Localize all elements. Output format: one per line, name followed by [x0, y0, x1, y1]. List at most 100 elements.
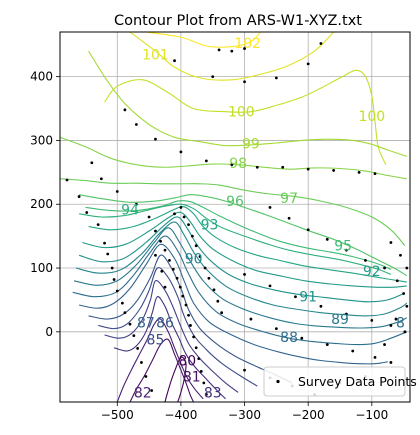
contour-line-95	[85, 200, 392, 270]
survey-point	[394, 317, 398, 321]
contour-label: 95	[334, 239, 352, 255]
contour-line-100	[104, 69, 387, 165]
survey-point	[281, 165, 285, 169]
contour-label: 81	[183, 369, 201, 385]
contour-line-96	[79, 194, 408, 277]
survey-point	[197, 357, 201, 361]
survey-point	[163, 285, 167, 289]
survey-point	[249, 317, 253, 321]
contour-label: 98	[229, 156, 247, 172]
contour-label: 94	[121, 202, 139, 218]
contour-lines	[60, 32, 408, 402]
survey-point	[173, 212, 176, 216]
survey-point	[150, 389, 154, 392]
survey-point	[403, 330, 407, 334]
survey-point	[136, 347, 140, 350]
contour-label: 100	[358, 109, 385, 125]
survey-point	[306, 62, 310, 66]
survey-point	[212, 288, 216, 292]
survey-point	[243, 47, 246, 50]
contour-label: 82	[134, 385, 152, 401]
axis-ticks: −500 −400 −300 −200 −100 0 100 200 300 400	[30, 70, 388, 422]
survey-point	[178, 285, 182, 289]
survey-point	[159, 239, 162, 243]
survey-point	[85, 211, 89, 214]
survey-point	[128, 322, 132, 326]
y-tick-label: 200	[30, 197, 53, 211]
contour-line-85	[98, 267, 258, 387]
survey-point	[395, 279, 399, 283]
contour-line-87	[78, 243, 388, 365]
x-tick-label: −400	[164, 408, 197, 422]
contour-line-97	[60, 178, 406, 247]
survey-point	[160, 269, 164, 273]
x-tick-label: −200	[292, 408, 325, 422]
contour-label: 88	[280, 330, 298, 346]
survey-point	[255, 165, 259, 169]
survey-point	[268, 206, 272, 209]
survey-point	[306, 228, 310, 232]
contour-label: 97	[280, 191, 298, 207]
contour-line-94	[79, 203, 392, 275]
contour-label: 86	[156, 315, 174, 331]
contour-label: 92	[363, 264, 381, 280]
contour-label: 93	[201, 218, 219, 234]
contour-line-93	[88, 206, 407, 283]
contour-label: 83	[204, 385, 222, 401]
survey-point	[189, 324, 192, 327]
survey-point	[383, 266, 386, 270]
contour-label: 102	[234, 36, 261, 52]
survey-point	[154, 137, 157, 141]
legend-label: Survey Data Points	[298, 374, 417, 389]
survey-point	[383, 343, 386, 346]
survey-point	[140, 361, 143, 364]
survey-point	[230, 49, 234, 53]
survey-point	[168, 258, 171, 262]
survey-point	[77, 195, 81, 198]
survey-point	[147, 215, 151, 219]
survey-point	[106, 252, 110, 256]
survey-point	[179, 150, 183, 154]
survey-point	[204, 159, 208, 163]
survey-point	[399, 253, 402, 257]
survey-point	[319, 42, 323, 45]
contour-line-80	[164, 356, 187, 402]
survey-point	[112, 278, 116, 281]
y-tick-label: 0	[45, 325, 53, 339]
contour-label: 85	[147, 332, 165, 348]
survey-point	[325, 343, 329, 346]
contour-line-88	[72, 235, 408, 346]
survey-point	[243, 368, 246, 372]
survey-point	[120, 301, 124, 305]
x-tick-label: −500	[101, 408, 134, 422]
survey-point	[243, 273, 246, 276]
x-tick-label: −100	[355, 408, 388, 422]
survey-point	[198, 255, 202, 258]
survey-point	[123, 311, 127, 315]
gridlines	[60, 32, 410, 402]
contour-line-91	[78, 216, 404, 303]
legend-marker	[276, 379, 280, 384]
survey-point	[123, 108, 127, 112]
survey-point	[154, 253, 157, 257]
survey-point	[373, 172, 377, 176]
survey-point	[179, 206, 183, 209]
survey-point	[192, 335, 196, 339]
survey-point	[115, 289, 119, 293]
survey-point	[389, 324, 393, 327]
chart-title: Contour Plot from ARS-W1-XYZ.txt	[114, 13, 362, 29]
contour-label: 87	[137, 315, 155, 331]
contour-label: 100	[228, 105, 255, 121]
survey-point	[268, 284, 272, 288]
survey-point	[274, 76, 278, 80]
survey-point	[65, 178, 69, 182]
contour-line-90	[75, 221, 408, 317]
survey-point	[181, 294, 185, 298]
survey-point	[220, 311, 224, 315]
survey-point	[344, 312, 348, 316]
contour-label: 8	[396, 315, 405, 331]
survey-point	[190, 234, 194, 238]
survey-point	[405, 304, 409, 308]
